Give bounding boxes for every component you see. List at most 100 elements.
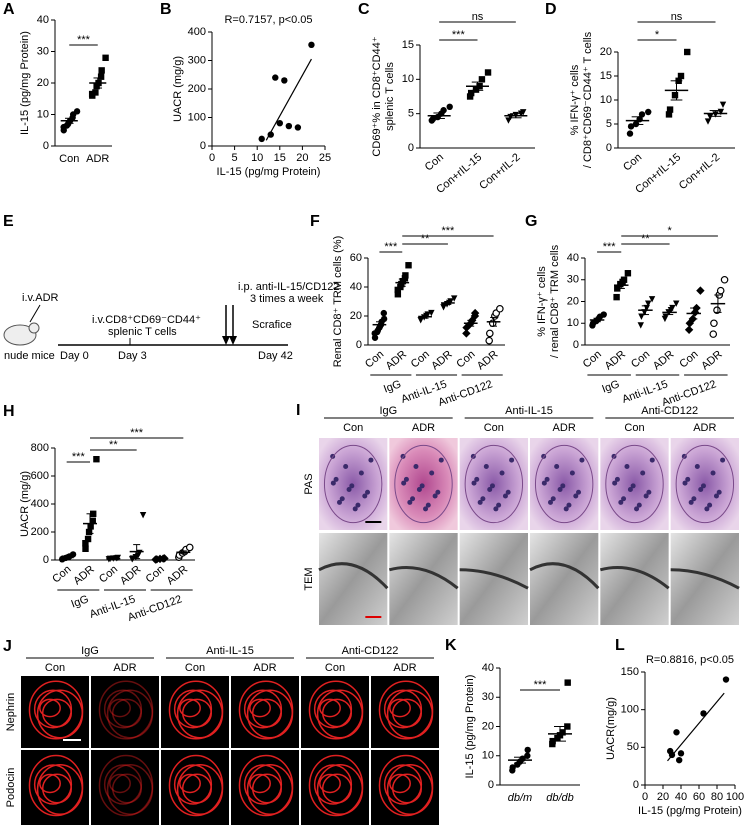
day-label: Day 42	[258, 350, 293, 362]
nucleus	[435, 489, 441, 495]
x-tick-label: 0	[209, 152, 215, 164]
group-label: IgG	[382, 378, 403, 395]
mouse-icon	[3, 324, 37, 346]
stain	[106, 764, 154, 815]
nucleus	[483, 464, 489, 470]
data-point	[704, 118, 712, 125]
x-tick-label: Con	[454, 348, 477, 370]
micrograph	[670, 533, 739, 625]
significance-label: ***	[441, 225, 455, 237]
x-tick-label: Con	[581, 348, 604, 370]
micrograph	[301, 750, 369, 825]
stain	[109, 773, 131, 794]
nucleus	[548, 499, 553, 505]
glomerulus	[394, 444, 453, 524]
mouse-head	[28, 322, 40, 334]
stain	[28, 680, 84, 740]
day-label: Day 3	[118, 350, 147, 362]
y-tick-label: 0	[573, 339, 579, 351]
data-point	[450, 295, 458, 302]
stain	[249, 698, 271, 718]
data-point	[478, 76, 486, 83]
y-tick-label: 300	[188, 54, 206, 66]
data-point	[428, 309, 435, 317]
condition-label: Con	[484, 422, 504, 434]
group-label: Anti-CD122	[342, 645, 399, 657]
micrograph	[161, 750, 229, 825]
stain	[103, 764, 143, 805]
y-tick-label: 30	[482, 691, 494, 703]
data-point	[676, 756, 683, 764]
arrow-head	[229, 336, 237, 345]
y-tick-label: 20	[350, 310, 362, 322]
y-tick-label: 40	[37, 14, 49, 26]
nucleus	[700, 483, 706, 489]
data-point	[620, 276, 628, 283]
stain	[98, 680, 154, 740]
y-axis-label: UACR(mg/g)	[605, 697, 617, 760]
nucleus	[707, 502, 713, 508]
y-tick-label: 10	[600, 94, 612, 106]
micrograph	[231, 676, 299, 748]
data-point	[84, 535, 92, 543]
stain	[238, 680, 294, 740]
micrograph	[91, 676, 159, 748]
nucleus	[544, 476, 550, 482]
data-point	[308, 41, 315, 49]
data-point	[496, 304, 504, 313]
nucleus	[643, 493, 649, 499]
x-tick-label: 80	[711, 791, 723, 803]
row-label: Podocin	[5, 768, 17, 808]
nucleus	[713, 493, 719, 499]
micrograph	[161, 676, 229, 748]
data-point	[380, 309, 388, 317]
x-tick-label: Con	[629, 348, 652, 370]
membrane	[459, 568, 529, 590]
nucleus	[423, 506, 429, 512]
x-tick-label: Con+rIL-2	[477, 151, 522, 192]
y-tick-label: 30	[567, 274, 579, 286]
stain	[168, 754, 224, 817]
data-point	[613, 293, 620, 301]
nucleus	[557, 487, 563, 493]
x-tick-label: Con	[423, 151, 446, 173]
y-tick-label: 40	[567, 252, 579, 264]
stain	[168, 680, 224, 740]
data-point	[722, 676, 730, 683]
nucleus	[566, 502, 572, 508]
stain	[179, 773, 201, 794]
nucleus	[487, 487, 493, 493]
nucleus	[614, 476, 620, 482]
fit-line	[265, 58, 312, 141]
y-tick-label: 0	[43, 554, 49, 566]
nucleus	[407, 499, 413, 505]
stain	[308, 754, 364, 817]
x-tick-label: Con	[59, 153, 79, 165]
x-tick-label: ADR	[86, 153, 109, 165]
x-tick-label: Con	[677, 348, 700, 370]
micrograph	[301, 676, 369, 748]
condition-label: ADR	[553, 422, 576, 434]
data-point	[485, 336, 493, 345]
nucleus	[352, 506, 358, 512]
nucleus	[569, 470, 575, 476]
data-point	[424, 311, 431, 318]
x-tick-label: 10	[251, 152, 263, 164]
significance-label: *	[655, 29, 660, 41]
nucleus	[640, 470, 646, 476]
nucleus	[339, 496, 345, 502]
micrograph	[21, 676, 89, 748]
row-label: TEM	[303, 567, 315, 590]
annotation: R=0.8816, p<0.05	[646, 654, 734, 666]
data-point	[673, 729, 680, 736]
x-tick-label: ADR	[651, 348, 677, 372]
nucleus	[716, 489, 722, 495]
data-point	[440, 107, 447, 114]
annotation: R=0.7157, p<0.05	[224, 14, 312, 26]
nucleus	[563, 506, 569, 512]
x-tick-label: ADR	[429, 348, 455, 372]
stain	[173, 764, 213, 805]
data-point	[73, 108, 81, 115]
stain	[308, 680, 364, 740]
nucleus	[474, 476, 480, 482]
